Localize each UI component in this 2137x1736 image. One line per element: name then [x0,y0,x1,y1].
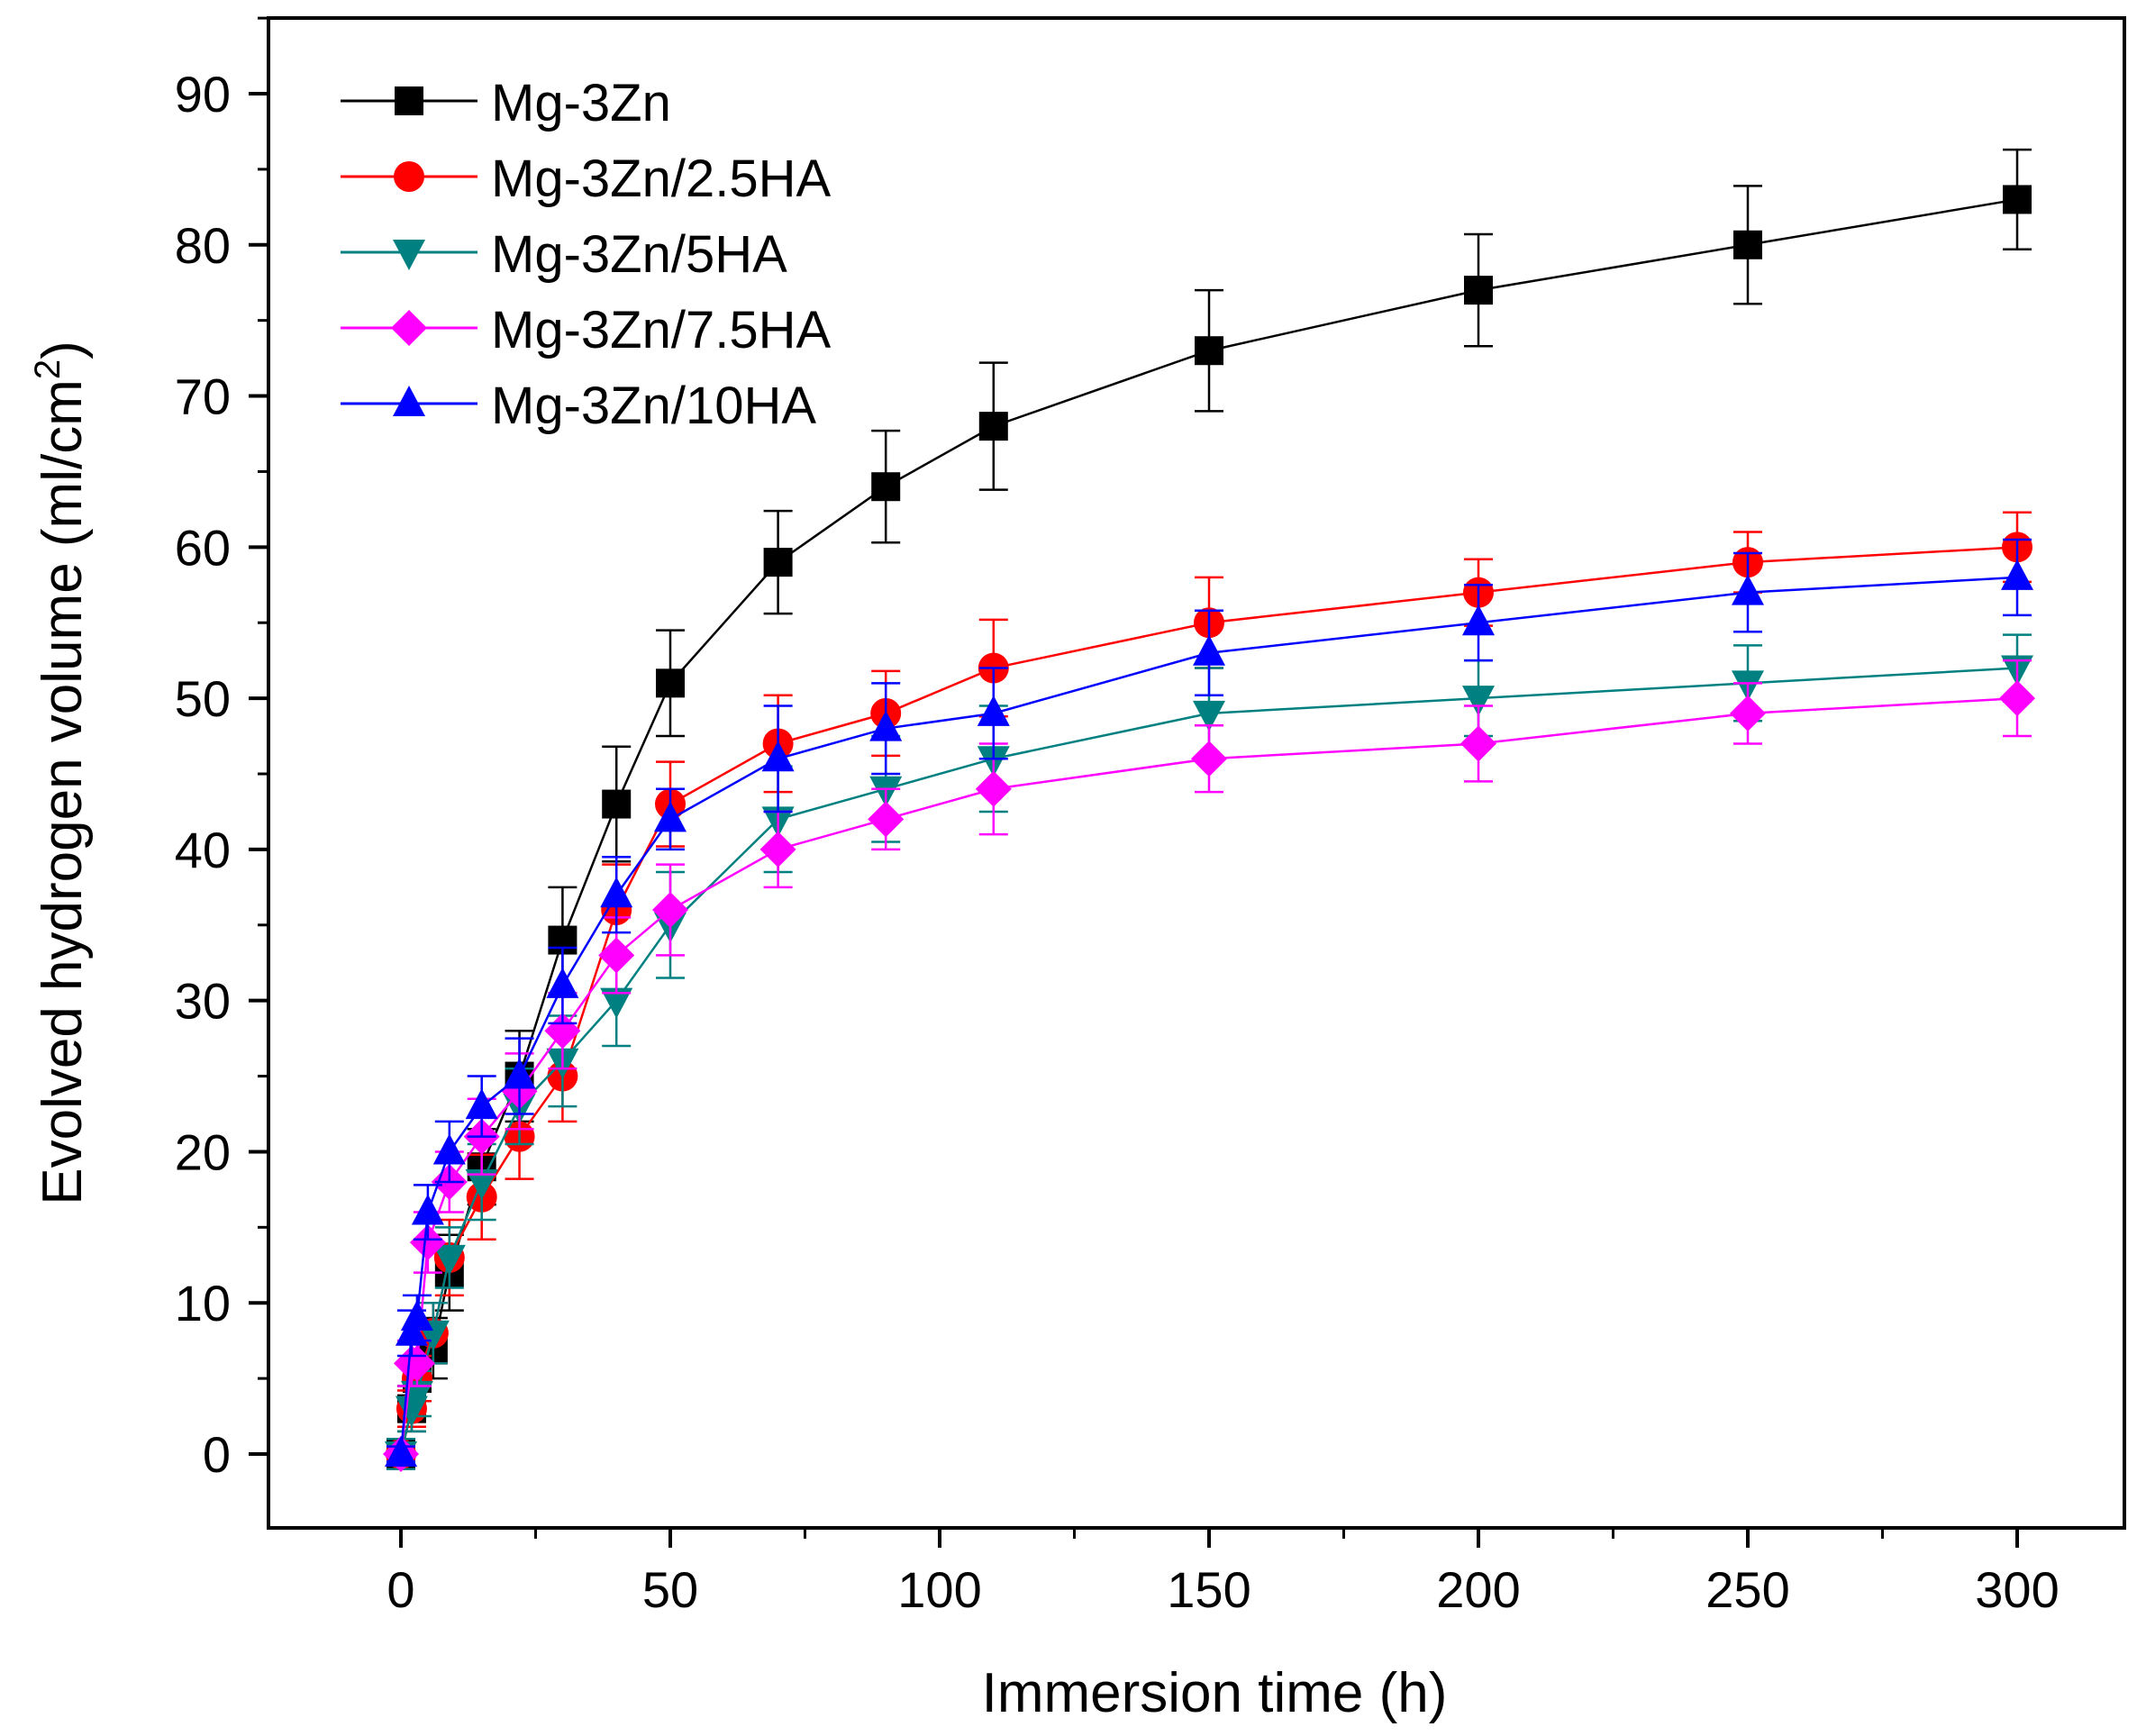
legend: Mg-3Zn Mg-3Zn/2.5HA Mg-3Zn/5HA Mg-3Zn/7.5HA… [341,74,831,435]
x-tick-label: 300 [1975,1561,2059,1618]
data-point [1460,725,1496,762]
data-point [977,695,1010,726]
y-tick-label: 30 [175,973,231,1030]
x-tick-label: 250 [1705,1561,1789,1618]
data-point [1193,634,1225,666]
data-point [1195,336,1223,366]
legend-item-2: Mg-3Zn/2.5HA [341,150,831,208]
legend-marker [394,161,424,192]
legend-item-4: Mg-3Zn/7.5HA [341,301,831,359]
series-5 [385,538,2033,1467]
x-axis-title: Immersion time (h) [982,1662,1448,1724]
data-point [1999,680,2035,717]
data-point [385,1436,417,1467]
legend-label: Mg-3Zn [491,74,671,132]
data-point [600,987,633,1019]
data-point [759,831,796,868]
data-point [1462,686,1495,717]
legend-marker [393,240,425,270]
legend-marker [391,310,427,346]
x-tick-label: 0 [386,1561,414,1618]
data-point [1193,700,1225,732]
data-point [654,801,687,832]
legend-marker [395,86,423,115]
legend-item-1: Mg-3Zn [341,74,671,132]
series-line [399,696,2018,1455]
y-tick-label: 40 [175,822,231,878]
y-axis: 0 10 20 30 40 50 60 70 80 90 [175,16,268,1483]
y-axis-title: Evolved hydrogen volume (ml/cm2) [28,341,94,1205]
legend-label: Mg-3Zn/2.5HA [491,150,831,208]
data-point [598,937,635,974]
y-tick-label: 10 [175,1275,231,1332]
data-point [871,472,901,502]
data-point [975,770,1012,807]
data-point [1732,574,1764,605]
data-point [602,789,632,819]
data-point [2001,559,2033,590]
data-point [868,801,905,838]
legend-label: Mg-3Zn/10HA [491,377,816,435]
data-point [546,967,579,998]
data-point [400,1300,433,1331]
data-point [761,741,795,772]
legend-item-5: Mg-3Zn/10HA [341,377,816,435]
data-point [432,1133,466,1165]
data-point [432,1244,466,1276]
data-point [1464,276,1493,305]
legend-item-3: Mg-3Zn/5HA [341,225,787,284]
y-tick-label: 80 [175,217,231,274]
x-tick-label: 150 [1167,1561,1250,1618]
data-point [465,1169,498,1200]
y-tick-label: 20 [175,1123,231,1180]
data-point [1191,741,1227,777]
x-tick-label: 100 [897,1561,981,1618]
x-axis: 0 50 100 150 200 250 300 [386,1528,2060,1618]
data-point [656,668,685,698]
legend-label: Mg-3Zn/7.5HA [491,301,831,359]
data-point [544,1013,581,1050]
x-tick-label: 50 [642,1561,698,1618]
data-point [652,892,688,928]
data-point [411,1194,444,1225]
data-point [465,1088,498,1120]
y-tick-label: 90 [175,66,231,123]
y-tick-label: 50 [175,670,231,727]
data-point [1733,230,1762,259]
y-tick-label: 70 [175,368,231,425]
data-point [1462,604,1495,636]
y-axis-title-main: Evolved hydrogen volume (ml/cm [32,379,94,1205]
data-point [869,710,903,741]
legend-marker [393,386,425,416]
data-point [600,877,633,908]
series-layer [383,148,2035,1472]
data-point [409,1224,446,1261]
x-tick-label: 200 [1436,1561,1520,1618]
data-point [503,1058,536,1089]
y-axis-title-end: ) [32,341,94,359]
y-axis-title-superscript: 2 [28,359,68,379]
data-point [2003,185,2032,214]
y-tick-label: 60 [175,519,231,576]
legend-label: Mg-3Zn/5HA [491,225,787,284]
series-4 [383,659,2035,1472]
data-point [1730,695,1766,732]
data-point [763,548,793,577]
y-tick-label: 0 [203,1426,231,1483]
data-point [978,412,1008,441]
